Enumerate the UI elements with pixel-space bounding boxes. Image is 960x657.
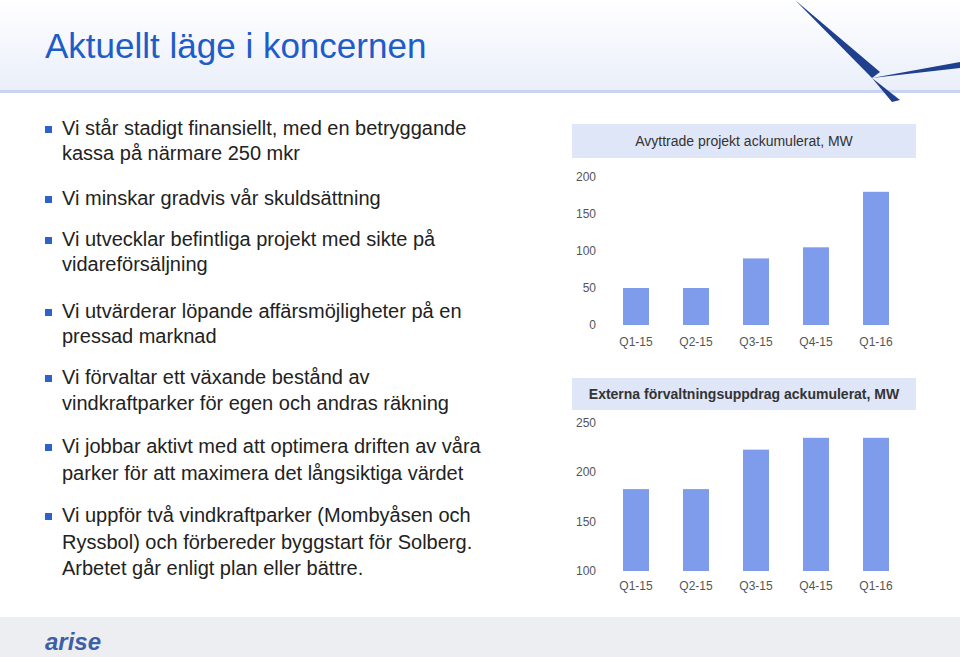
bullet-text: Ryssbol) och förbereder byggstart för So…: [62, 531, 472, 553]
bullet-text: Vi utvärderar löpande affärsmöjligheter …: [62, 300, 462, 322]
x-tick-label: Q4-15: [799, 579, 833, 593]
x-tick-label: Q1-16: [859, 579, 893, 593]
x-tick-label: Q1-16: [859, 335, 893, 349]
x-tick-label: Q2-15: [679, 335, 713, 349]
bullet-text: Vi utvecklar befintliga projekt med sikt…: [62, 228, 436, 250]
bullet-text: vidareförsäljning: [62, 253, 208, 275]
x-tick-label: Q3-15: [739, 579, 773, 593]
slide-title: Aktuellt läge i koncernen: [45, 26, 426, 65]
bullet-text: Vi jobbar aktivt med att optimera drifte…: [62, 435, 482, 457]
bullet-text: vindkraftparker för egen och andras räkn…: [62, 392, 449, 414]
footer-bg: [0, 617, 960, 657]
y-tick-label: 150: [576, 207, 596, 221]
bar: [743, 450, 769, 571]
bullet-text: parker för att maximera det långsiktiga …: [62, 462, 464, 484]
logo-swoosh: [795, 0, 880, 78]
chart-title-box: [572, 124, 916, 158]
footer-logo: arise: [45, 628, 101, 655]
chart: Externa förvaltningsuppdrag ackumulerat,…: [572, 378, 916, 593]
chart-title: Externa förvaltningsuppdrag ackumulerat,…: [589, 386, 900, 402]
bar: [623, 288, 649, 325]
bar: [863, 438, 889, 571]
bullet-marker: [45, 444, 52, 451]
bullet-text: Vi minskar gradvis vår skuldsättning: [62, 187, 381, 209]
chart: Avyttrade projekt ackumulerat, MW 0 50 100 1…: [572, 124, 916, 349]
bar: [683, 288, 709, 325]
slide: Aktuellt läge i koncernen Vi står stadigt…: [0, 0, 960, 657]
y-tick-label: 100: [576, 564, 596, 578]
bullet-marker: [45, 513, 52, 520]
y-tick-label: 200: [576, 170, 596, 184]
bullet-text: Vi förvaltar ett växande bestånd av: [62, 366, 370, 388]
header-line: [0, 90, 960, 93]
bars: [623, 438, 889, 571]
bullet-marker: [45, 196, 52, 203]
bullet-marker: [45, 237, 52, 244]
header-bg: [0, 0, 960, 92]
y-tick-label: 100: [576, 244, 596, 258]
x-tick-label: Q4-15: [799, 335, 833, 349]
bullet-marker: [45, 309, 52, 316]
bullet-text: Vi uppför två vindkraftparker (Mombyåsen…: [62, 504, 471, 526]
x-tick-label: Q1-15: [619, 335, 653, 349]
y-tick-label: 50: [583, 281, 597, 295]
chart-title: Avyttrade projekt ackumulerat, MW: [635, 133, 853, 149]
bar: [803, 438, 829, 571]
bar: [863, 192, 889, 325]
bullet-marker: [45, 126, 52, 133]
x-tick-label: Q3-15: [739, 335, 773, 349]
y-tick-label: 0: [589, 318, 596, 332]
bullet-text: Arbetet går enligt plan eller bättre.: [62, 557, 363, 579]
x-tick-label: Q1-15: [619, 579, 653, 593]
bars: [623, 192, 889, 325]
bar: [743, 258, 769, 325]
y-tick-label: 200: [576, 465, 596, 479]
logo-swoosh: [872, 78, 900, 102]
bullet-text: pressad marknad: [62, 325, 217, 347]
chart-title-box: [572, 378, 916, 410]
bar: [623, 489, 649, 571]
bullet-text: Vi står stadigt finansiellt, med en betr…: [62, 117, 466, 139]
bar: [683, 489, 709, 571]
y-tick-label: 250: [576, 416, 596, 430]
logo-swoosh: [872, 62, 960, 78]
bullet-marker: [45, 375, 52, 382]
x-tick-label: Q2-15: [679, 579, 713, 593]
bar: [803, 247, 829, 325]
y-tick-label: 150: [576, 515, 596, 529]
bullet-text: kassa på närmare 250 mkr: [62, 142, 300, 164]
